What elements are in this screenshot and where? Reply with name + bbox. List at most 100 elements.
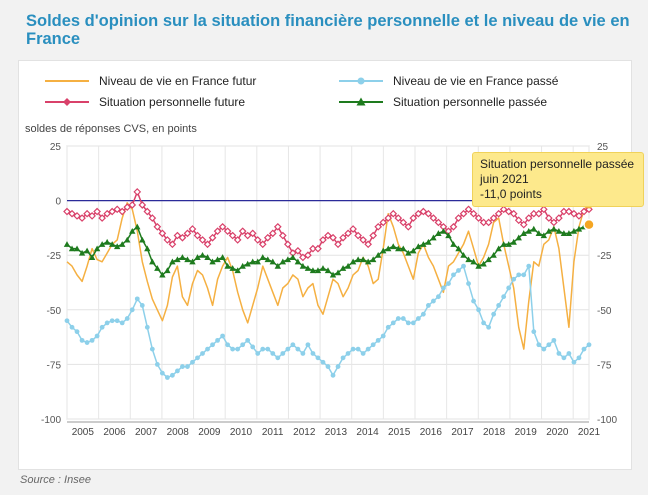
data-point bbox=[253, 236, 262, 244]
data-point bbox=[370, 342, 376, 348]
data-point bbox=[159, 370, 165, 376]
data-point bbox=[479, 218, 488, 227]
data-point bbox=[555, 214, 563, 222]
data-point bbox=[405, 249, 412, 256]
y-tick-label-right: 25 bbox=[597, 142, 609, 153]
data-point bbox=[255, 351, 261, 356]
data-point bbox=[475, 262, 482, 269]
data-point bbox=[114, 318, 120, 324]
data-point bbox=[359, 236, 367, 244]
legend-item-niveau-futur[interactable]: Niveau de vie en France futur bbox=[43, 73, 256, 89]
data-point bbox=[309, 267, 317, 274]
data-point bbox=[339, 233, 347, 242]
legend-item-niveau-passe[interactable]: Niveau de vie en France passé bbox=[337, 73, 558, 89]
data-point bbox=[400, 316, 406, 321]
data-point bbox=[544, 214, 553, 222]
data-point bbox=[89, 337, 95, 343]
data-point bbox=[294, 258, 302, 265]
data-point bbox=[200, 351, 205, 356]
data-point bbox=[233, 236, 242, 244]
data-point bbox=[581, 346, 587, 352]
legend-item-situation-future[interactable]: Situation personnelle future bbox=[43, 94, 245, 110]
data-point bbox=[98, 241, 106, 247]
data-point bbox=[575, 225, 583, 232]
data-point bbox=[339, 265, 347, 271]
data-point bbox=[264, 256, 271, 263]
legend-label: Situation personnelle future bbox=[99, 95, 246, 109]
data-point bbox=[410, 320, 416, 326]
data-point bbox=[314, 267, 322, 274]
y-tick-label-left: -75 bbox=[47, 360, 62, 371]
data-point bbox=[214, 256, 221, 263]
x-tick-label: 2020 bbox=[546, 427, 569, 438]
data-point bbox=[384, 214, 393, 222]
data-point bbox=[485, 256, 492, 263]
data-point bbox=[263, 233, 272, 242]
data-point bbox=[515, 234, 522, 241]
data-point bbox=[164, 375, 170, 380]
data-point bbox=[103, 238, 111, 245]
data-point bbox=[163, 236, 172, 244]
data-point bbox=[239, 262, 246, 269]
data-point bbox=[319, 265, 327, 271]
data-point bbox=[550, 225, 558, 232]
data-point bbox=[545, 227, 553, 234]
data-point bbox=[390, 320, 396, 326]
data-point bbox=[395, 245, 402, 252]
x-tick-label: 2010 bbox=[230, 427, 253, 438]
data-point bbox=[210, 342, 215, 348]
data-point bbox=[270, 351, 276, 356]
data-point bbox=[295, 346, 301, 352]
data-point bbox=[486, 324, 492, 330]
axes: 25 0 -25 -50 -75 -100 25 -25 -50 -75 -100 2005 2006 2… bbox=[41, 142, 617, 438]
data-point bbox=[526, 263, 532, 269]
data-point bbox=[305, 342, 311, 348]
data-point bbox=[520, 230, 527, 236]
data-point bbox=[258, 240, 267, 249]
grid bbox=[66, 145, 590, 420]
data-point bbox=[63, 241, 71, 247]
data-point bbox=[329, 271, 337, 278]
data-point bbox=[193, 231, 202, 240]
data-point bbox=[330, 372, 336, 378]
series-4 bbox=[63, 221, 593, 278]
data-point bbox=[496, 303, 502, 308]
data-point bbox=[170, 372, 175, 378]
data-point bbox=[429, 214, 438, 222]
data-point bbox=[250, 344, 256, 350]
data-point bbox=[108, 241, 116, 247]
data-point bbox=[84, 340, 90, 345]
data-point bbox=[173, 231, 182, 240]
data-point bbox=[245, 337, 251, 343]
data-point bbox=[190, 359, 195, 365]
y-tick-label-right: -50 bbox=[597, 306, 612, 317]
data-point bbox=[329, 233, 337, 242]
data-point bbox=[435, 230, 442, 236]
data-point bbox=[354, 256, 362, 263]
x-tick-label: 2011 bbox=[262, 427, 284, 438]
data-point bbox=[414, 209, 423, 218]
data-point bbox=[570, 209, 578, 218]
data-point bbox=[471, 298, 476, 304]
data-point bbox=[243, 231, 252, 240]
data-point bbox=[149, 346, 155, 352]
series-layer bbox=[63, 188, 595, 380]
data-point bbox=[83, 209, 91, 218]
data-point bbox=[521, 272, 527, 278]
x-tick-label: 2005 bbox=[72, 427, 95, 438]
data-point bbox=[304, 251, 312, 260]
x-tick-label: 2012 bbox=[293, 427, 316, 438]
data-point bbox=[434, 218, 443, 227]
data-point bbox=[109, 318, 115, 324]
data-point bbox=[104, 320, 110, 326]
data-point bbox=[390, 243, 397, 250]
data-point bbox=[369, 256, 377, 263]
data-point bbox=[154, 362, 160, 367]
data-point bbox=[164, 267, 171, 274]
data-point bbox=[539, 205, 548, 214]
data-point bbox=[501, 294, 507, 300]
data-point bbox=[546, 342, 552, 348]
data-point bbox=[265, 346, 271, 352]
legend-item-situation-passee[interactable]: Situation personnelle passée bbox=[337, 94, 547, 110]
data-point bbox=[355, 346, 361, 352]
